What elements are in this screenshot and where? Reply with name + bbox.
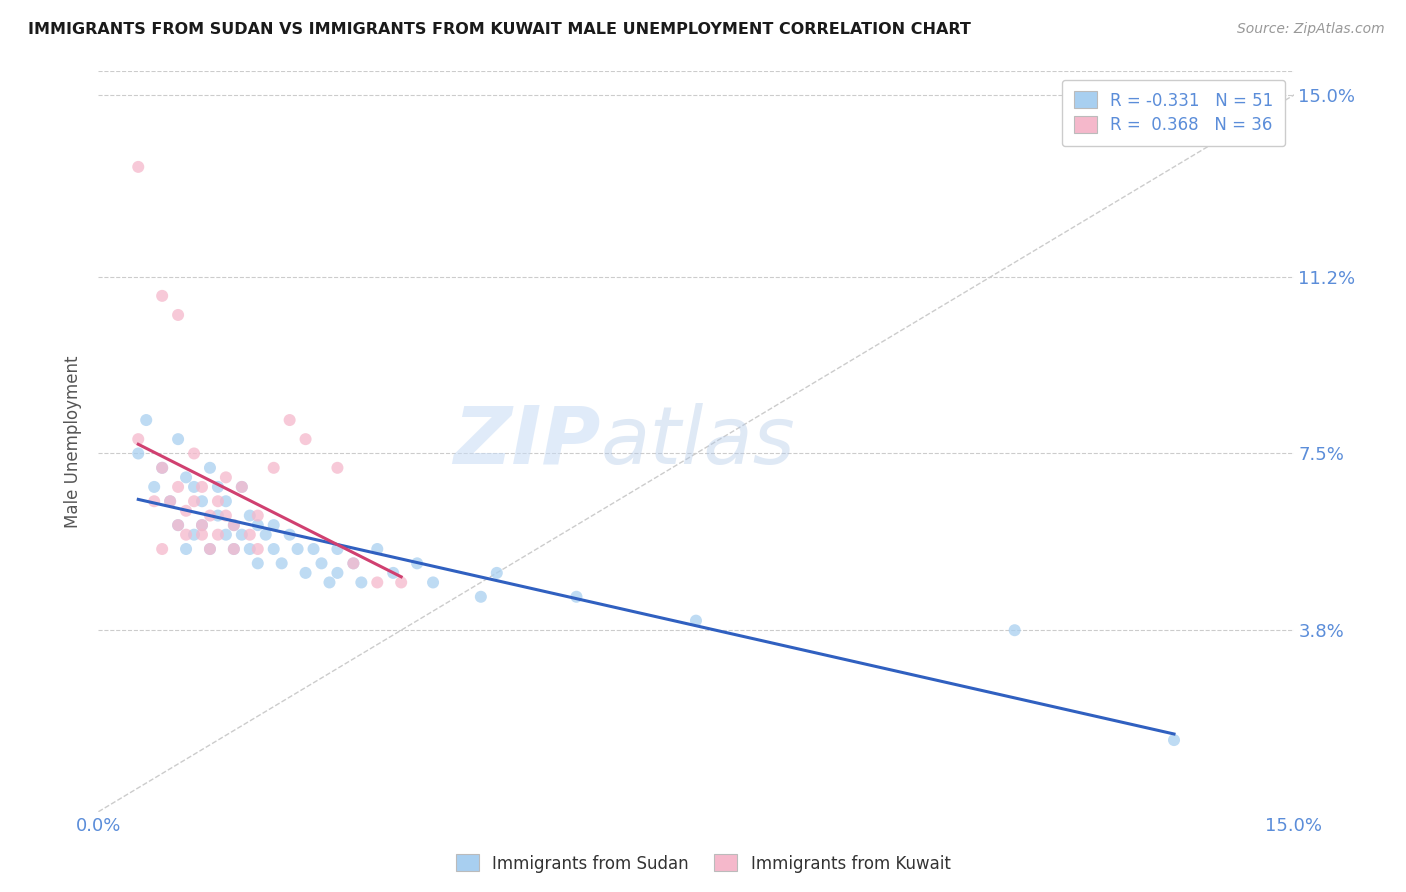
Point xyxy=(231,527,253,541)
Point xyxy=(239,527,262,541)
Point xyxy=(207,527,229,541)
Point xyxy=(159,494,181,508)
Point xyxy=(174,541,197,556)
Point xyxy=(198,541,221,556)
Point xyxy=(565,590,588,604)
Point xyxy=(167,432,190,446)
Point xyxy=(222,541,245,556)
Point xyxy=(294,566,316,580)
Point xyxy=(278,413,301,427)
Point xyxy=(342,557,364,571)
Point xyxy=(167,308,190,322)
Legend: R = -0.331   N = 51, R =  0.368   N = 36: R = -0.331 N = 51, R = 0.368 N = 36 xyxy=(1062,79,1285,146)
Point xyxy=(222,518,245,533)
Point xyxy=(191,527,214,541)
Point xyxy=(183,446,205,460)
Point xyxy=(198,460,221,475)
Point xyxy=(254,527,277,541)
Point xyxy=(191,518,214,533)
Point xyxy=(239,508,262,523)
Point xyxy=(326,566,349,580)
Point xyxy=(263,460,285,475)
Point xyxy=(174,504,197,518)
Point xyxy=(239,541,262,556)
Point xyxy=(263,541,285,556)
Point xyxy=(350,575,373,590)
Point xyxy=(183,527,205,541)
Point xyxy=(174,527,197,541)
Point xyxy=(150,460,173,475)
Point xyxy=(246,541,269,556)
Point xyxy=(215,508,238,523)
Text: Source: ZipAtlas.com: Source: ZipAtlas.com xyxy=(1237,22,1385,37)
Point xyxy=(127,160,149,174)
Point xyxy=(215,494,238,508)
Point xyxy=(326,541,349,556)
Point xyxy=(127,446,149,460)
Point xyxy=(135,413,157,427)
Point xyxy=(326,460,349,475)
Point xyxy=(143,494,166,508)
Point xyxy=(191,494,214,508)
Point xyxy=(150,460,173,475)
Point xyxy=(470,590,492,604)
Point xyxy=(302,541,325,556)
Point xyxy=(222,541,245,556)
Point xyxy=(382,566,405,580)
Point xyxy=(311,557,333,571)
Point xyxy=(167,480,190,494)
Text: atlas: atlas xyxy=(600,402,796,481)
Point xyxy=(366,541,388,556)
Point xyxy=(159,494,181,508)
Point xyxy=(207,508,229,523)
Point xyxy=(485,566,508,580)
Point xyxy=(150,541,173,556)
Point xyxy=(278,527,301,541)
Point xyxy=(198,541,221,556)
Point xyxy=(198,508,221,523)
Point xyxy=(183,480,205,494)
Point xyxy=(191,480,214,494)
Point xyxy=(270,557,292,571)
Point xyxy=(231,480,253,494)
Point xyxy=(294,432,316,446)
Point xyxy=(222,518,245,533)
Point xyxy=(127,432,149,446)
Point xyxy=(150,289,173,303)
Point xyxy=(167,518,190,533)
Point xyxy=(215,527,238,541)
Point xyxy=(246,518,269,533)
Point xyxy=(207,480,229,494)
Point xyxy=(318,575,340,590)
Point xyxy=(685,614,707,628)
Point xyxy=(174,470,197,484)
Point xyxy=(1004,624,1026,638)
Point xyxy=(263,518,285,533)
Point xyxy=(143,480,166,494)
Point xyxy=(366,575,388,590)
Point xyxy=(246,508,269,523)
Text: ZIP: ZIP xyxy=(453,402,600,481)
Point xyxy=(207,494,229,508)
Point xyxy=(231,480,253,494)
Point xyxy=(167,518,190,533)
Point xyxy=(422,575,444,590)
Point xyxy=(191,518,214,533)
Point xyxy=(215,470,238,484)
Text: IMMIGRANTS FROM SUDAN VS IMMIGRANTS FROM KUWAIT MALE UNEMPLOYMENT CORRELATION CH: IMMIGRANTS FROM SUDAN VS IMMIGRANTS FROM… xyxy=(28,22,972,37)
Legend: Immigrants from Sudan, Immigrants from Kuwait: Immigrants from Sudan, Immigrants from K… xyxy=(449,847,957,880)
Point xyxy=(406,557,429,571)
Point xyxy=(183,494,205,508)
Point xyxy=(1163,733,1185,747)
Point xyxy=(389,575,412,590)
Point xyxy=(287,541,309,556)
Y-axis label: Male Unemployment: Male Unemployment xyxy=(65,355,83,528)
Point xyxy=(342,557,364,571)
Point xyxy=(246,557,269,571)
